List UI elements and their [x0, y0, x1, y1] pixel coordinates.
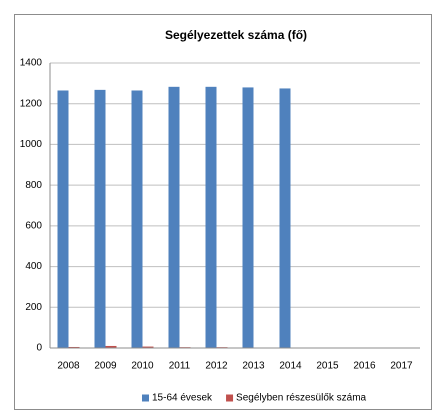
y-tick-label: 1400: [20, 58, 43, 69]
legend-swatch: [142, 394, 149, 402]
x-tick-label: 2016: [353, 361, 376, 372]
x-tick-label: 2014: [279, 361, 302, 372]
y-tick-label: 1200: [20, 98, 43, 109]
x-tick-label: 2010: [131, 361, 154, 372]
legend-label: 15-64 évesek: [152, 393, 213, 404]
x-tick-label: 2013: [242, 361, 265, 372]
y-tick-label: 1000: [20, 139, 43, 150]
legend-label: Segélyben részesülők száma: [236, 393, 367, 404]
chart-title: Segélyezettek száma (fő): [165, 28, 307, 42]
bar: [94, 89, 106, 348]
legend-swatch: [226, 394, 234, 402]
bar: [68, 346, 80, 348]
y-tick-label: 0: [36, 343, 42, 354]
bar: [279, 88, 291, 349]
bar: [131, 90, 143, 348]
bar: [205, 86, 217, 348]
y-tick-label: 800: [25, 180, 42, 191]
x-tick-label: 2017: [390, 361, 413, 372]
chart-border: [14, 14, 432, 410]
bar: [142, 346, 154, 348]
bar: [57, 90, 69, 348]
x-tick-label: 2011: [169, 361, 191, 372]
x-tick-label: 2015: [316, 361, 339, 372]
y-tick-label: 600: [25, 220, 42, 231]
bar: [105, 345, 117, 348]
bar: [242, 87, 254, 348]
x-tick-label: 2009: [94, 361, 117, 372]
y-tick-label: 400: [25, 261, 42, 272]
x-tick-label: 2012: [205, 361, 228, 372]
y-tick-label: 200: [25, 302, 42, 313]
x-tick-label: 2008: [57, 361, 80, 372]
bar: [168, 86, 180, 348]
